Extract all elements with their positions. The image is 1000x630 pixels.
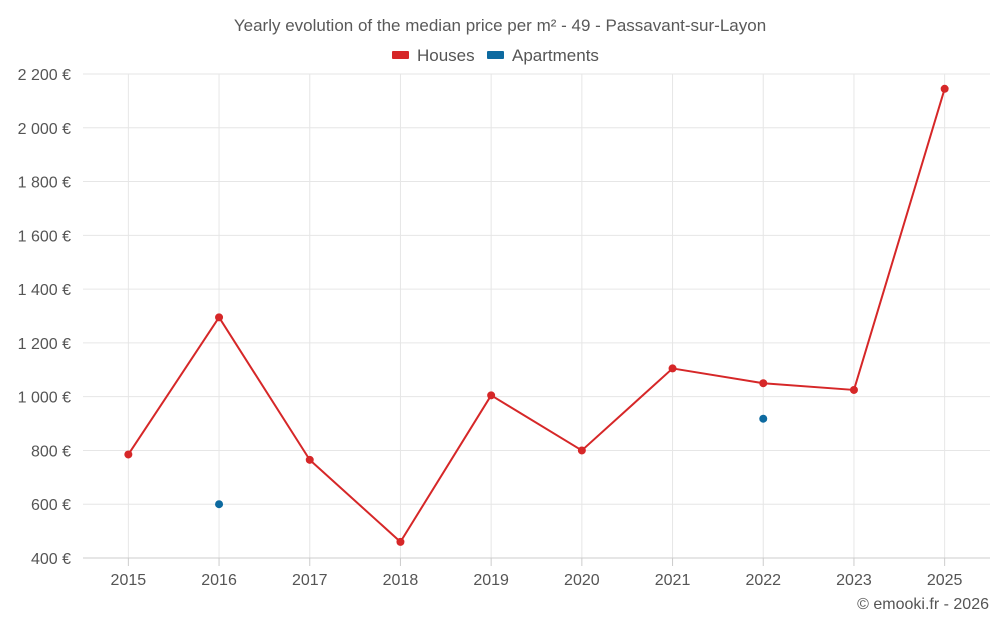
x-tick-label: 2019 xyxy=(473,572,509,589)
x-tick-label: 2023 xyxy=(836,572,872,589)
data-point-houses-2017[interactable] xyxy=(305,455,314,464)
data-point-houses-2018[interactable] xyxy=(396,537,405,546)
chart-title: Yearly evolution of the median price per… xyxy=(234,16,766,35)
x-tick-label: 2021 xyxy=(655,572,691,589)
x-tick-label: 2025 xyxy=(927,572,963,589)
y-tick-label: 1 600 € xyxy=(18,228,71,245)
x-tick-label: 2020 xyxy=(564,572,600,589)
data-point-houses-2016[interactable] xyxy=(215,313,224,322)
x-tick-label: 2018 xyxy=(383,572,419,589)
series-apartments xyxy=(215,414,768,509)
data-point-houses-2020[interactable] xyxy=(577,446,586,455)
series-houses xyxy=(124,84,949,546)
legend-label-apartments[interactable]: Apartments xyxy=(512,46,599,65)
y-tick-label: 800 € xyxy=(31,443,71,460)
y-tick-label: 1 000 € xyxy=(18,390,71,407)
y-tick-label: 1 800 € xyxy=(18,175,71,192)
legend-swatch-apartments[interactable] xyxy=(487,51,504,59)
credit-text: © emooki.fr - 2026 xyxy=(857,596,989,613)
series xyxy=(124,84,949,546)
data-point-houses-2023[interactable] xyxy=(849,385,858,394)
grid xyxy=(83,73,990,558)
y-tick-label: 1 400 € xyxy=(18,282,71,299)
x-tick-label: 2015 xyxy=(111,572,147,589)
data-point-houses-2015[interactable] xyxy=(124,450,133,459)
x-tick-label: 2017 xyxy=(292,572,328,589)
x-tick-label: 2016 xyxy=(201,572,237,589)
axes: 400 € 600 € 800 € 1 000 € 1 200 € 1 400 € 1 60… xyxy=(18,67,990,589)
legend-swatch-houses[interactable] xyxy=(392,51,409,59)
data-point-houses-2025[interactable] xyxy=(940,84,949,93)
data-point-houses-2022[interactable] xyxy=(759,379,768,388)
y-tick-label: 2 000 € xyxy=(18,121,71,138)
data-point-apartments-2016[interactable] xyxy=(215,500,224,509)
x-tick-label: 2022 xyxy=(745,572,781,589)
y-tick-label: 2 200 € xyxy=(18,67,71,84)
y-tick-label: 400 € xyxy=(31,551,71,568)
series-line-houses xyxy=(127,88,946,543)
data-point-houses-2021[interactable] xyxy=(668,364,677,373)
legend-label-houses[interactable]: Houses xyxy=(417,46,475,65)
legend: Houses Apartments xyxy=(392,46,599,65)
y-tick-label: 1 200 € xyxy=(18,336,71,353)
data-point-houses-2019[interactable] xyxy=(487,391,496,400)
y-tick-label: 600 € xyxy=(31,497,71,514)
data-point-apartments-2022[interactable] xyxy=(759,414,768,423)
